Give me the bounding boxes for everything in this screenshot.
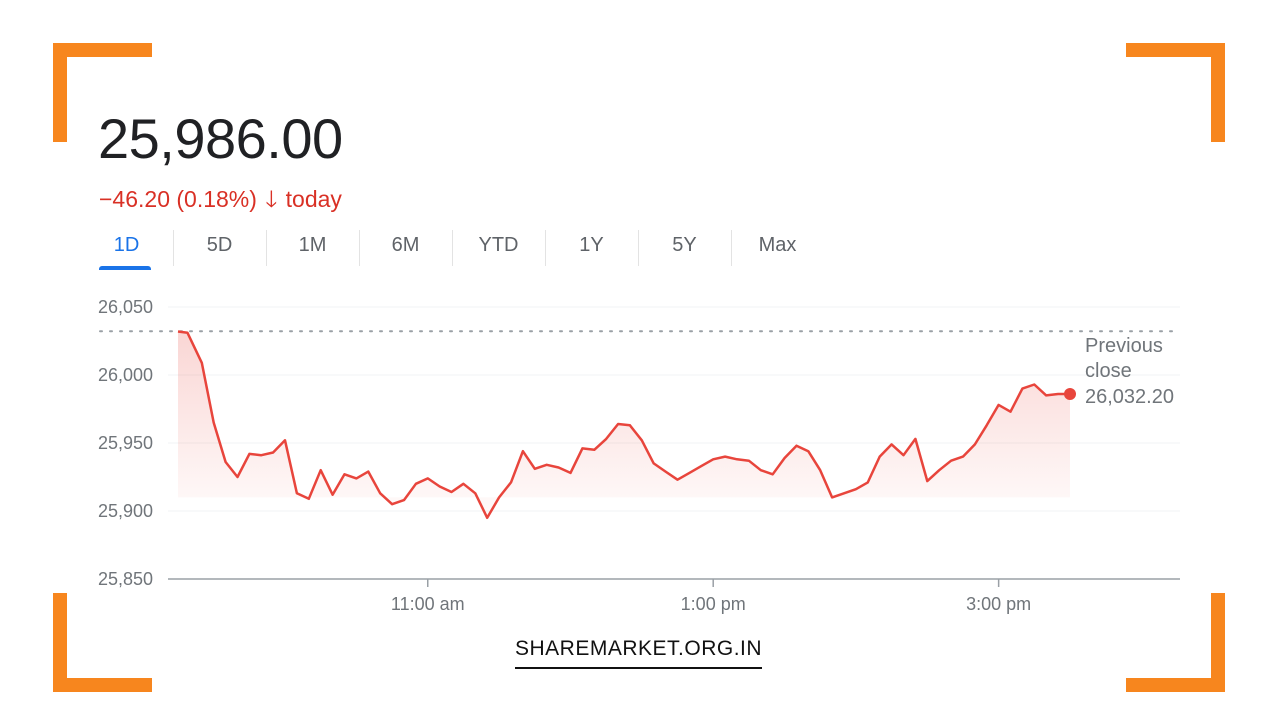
previous-close-value: 26,032.20	[1085, 386, 1174, 408]
price-line	[177, 330, 1070, 520]
x-tick-label: 1:00 pm	[681, 594, 746, 614]
y-axis-ticks: 26,050 26,000 25,950 25,900 25,850	[98, 297, 153, 589]
x-tick-label: 11:00 am	[391, 594, 465, 614]
arrow-down-icon: 🡓	[265, 186, 278, 212]
brand-watermark: SHAREMARKET.ORG.IN	[515, 637, 763, 669]
previous-close-label-line2: close	[1085, 360, 1132, 382]
range-tabs: 1D 5D 1M 6M YTD 1Y 5Y Max	[80, 226, 824, 270]
price-change-suffix: today	[285, 186, 342, 212]
corner-frame-bottom-right	[1126, 593, 1225, 692]
x-axis-ticks: 11:00 am 1:00 pm 3:00 pm	[391, 579, 1031, 614]
price-change-value: −46.20 (0.18%)	[99, 186, 257, 212]
last-price-point[interactable]	[1064, 388, 1076, 401]
tab-1m[interactable]: 1M	[266, 226, 359, 270]
tab-ytd[interactable]: YTD	[452, 226, 545, 270]
x-tick-label: 3:00 pm	[966, 594, 1031, 614]
price-change: −46.20 (0.18%) 🡓 today	[99, 183, 342, 222]
tab-5d[interactable]: 5D	[173, 226, 266, 270]
tab-1d[interactable]: 1D	[80, 226, 173, 270]
y-tick-label: 26,000	[98, 365, 153, 385]
corner-frame-top-left	[53, 43, 152, 142]
y-tick-label: 25,850	[98, 569, 153, 589]
tab-6m[interactable]: 6M	[359, 226, 452, 270]
current-price: 25,986.00	[98, 107, 343, 170]
corner-frame-top-right	[1126, 43, 1225, 142]
corner-frame-bottom-left	[53, 593, 152, 692]
tab-5y[interactable]: 5Y	[638, 226, 731, 270]
y-tick-label: 26,050	[98, 297, 153, 317]
y-tick-label: 25,900	[98, 501, 153, 521]
y-tick-label: 25,950	[98, 433, 153, 453]
tab-max[interactable]: Max	[731, 226, 824, 270]
previous-close-label-line1: Previous	[1085, 335, 1163, 357]
chart-gridlines	[168, 306, 1180, 580]
tab-1y[interactable]: 1Y	[545, 226, 638, 270]
